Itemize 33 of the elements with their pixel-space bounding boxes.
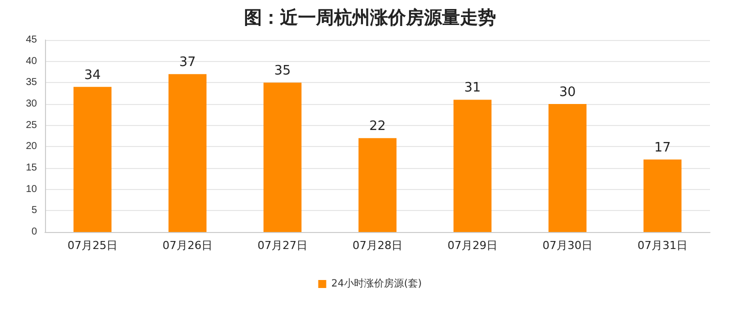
x-tick-label: 07月31日 (638, 239, 688, 252)
bar (548, 104, 586, 232)
y-tick-label: 35 (26, 77, 38, 88)
data-label: 34 (84, 68, 101, 83)
y-tick-label: 30 (26, 98, 38, 110)
bar (644, 159, 682, 232)
data-label: 31 (464, 80, 481, 96)
y-tick-label: 25 (26, 120, 38, 131)
bar (74, 86, 112, 232)
data-label: 30 (559, 85, 576, 100)
data-label: 37 (179, 55, 196, 70)
x-tick-label: 07月25日 (68, 239, 118, 252)
x-tick-label: 07月26日 (162, 239, 212, 252)
bar (454, 100, 492, 232)
x-tick-label: 07月29日 (448, 239, 498, 252)
bar (264, 82, 302, 232)
data-label: 17 (654, 140, 671, 156)
x-tick-label: 07月30日 (542, 239, 592, 252)
y-tick-label: 0 (31, 226, 38, 238)
y-tick-label: 5 (31, 205, 38, 216)
y-tick-label: 20 (26, 141, 38, 152)
bar (168, 74, 206, 232)
y-tick-label: 10 (26, 184, 38, 195)
data-label: 35 (274, 64, 291, 79)
x-tick-label: 07月28日 (352, 239, 402, 252)
y-tick-label: 40 (26, 56, 38, 67)
y-tick-label: 45 (26, 34, 38, 46)
legend-label: 24小时涨价房源(套) (331, 278, 422, 290)
data-label: 22 (369, 119, 386, 134)
y-tick-label: 15 (26, 162, 38, 174)
bar (358, 138, 396, 232)
x-tick-label: 07月27日 (258, 239, 308, 252)
chart-title: 图：近一周杭州涨价房源量走势 (244, 8, 496, 28)
